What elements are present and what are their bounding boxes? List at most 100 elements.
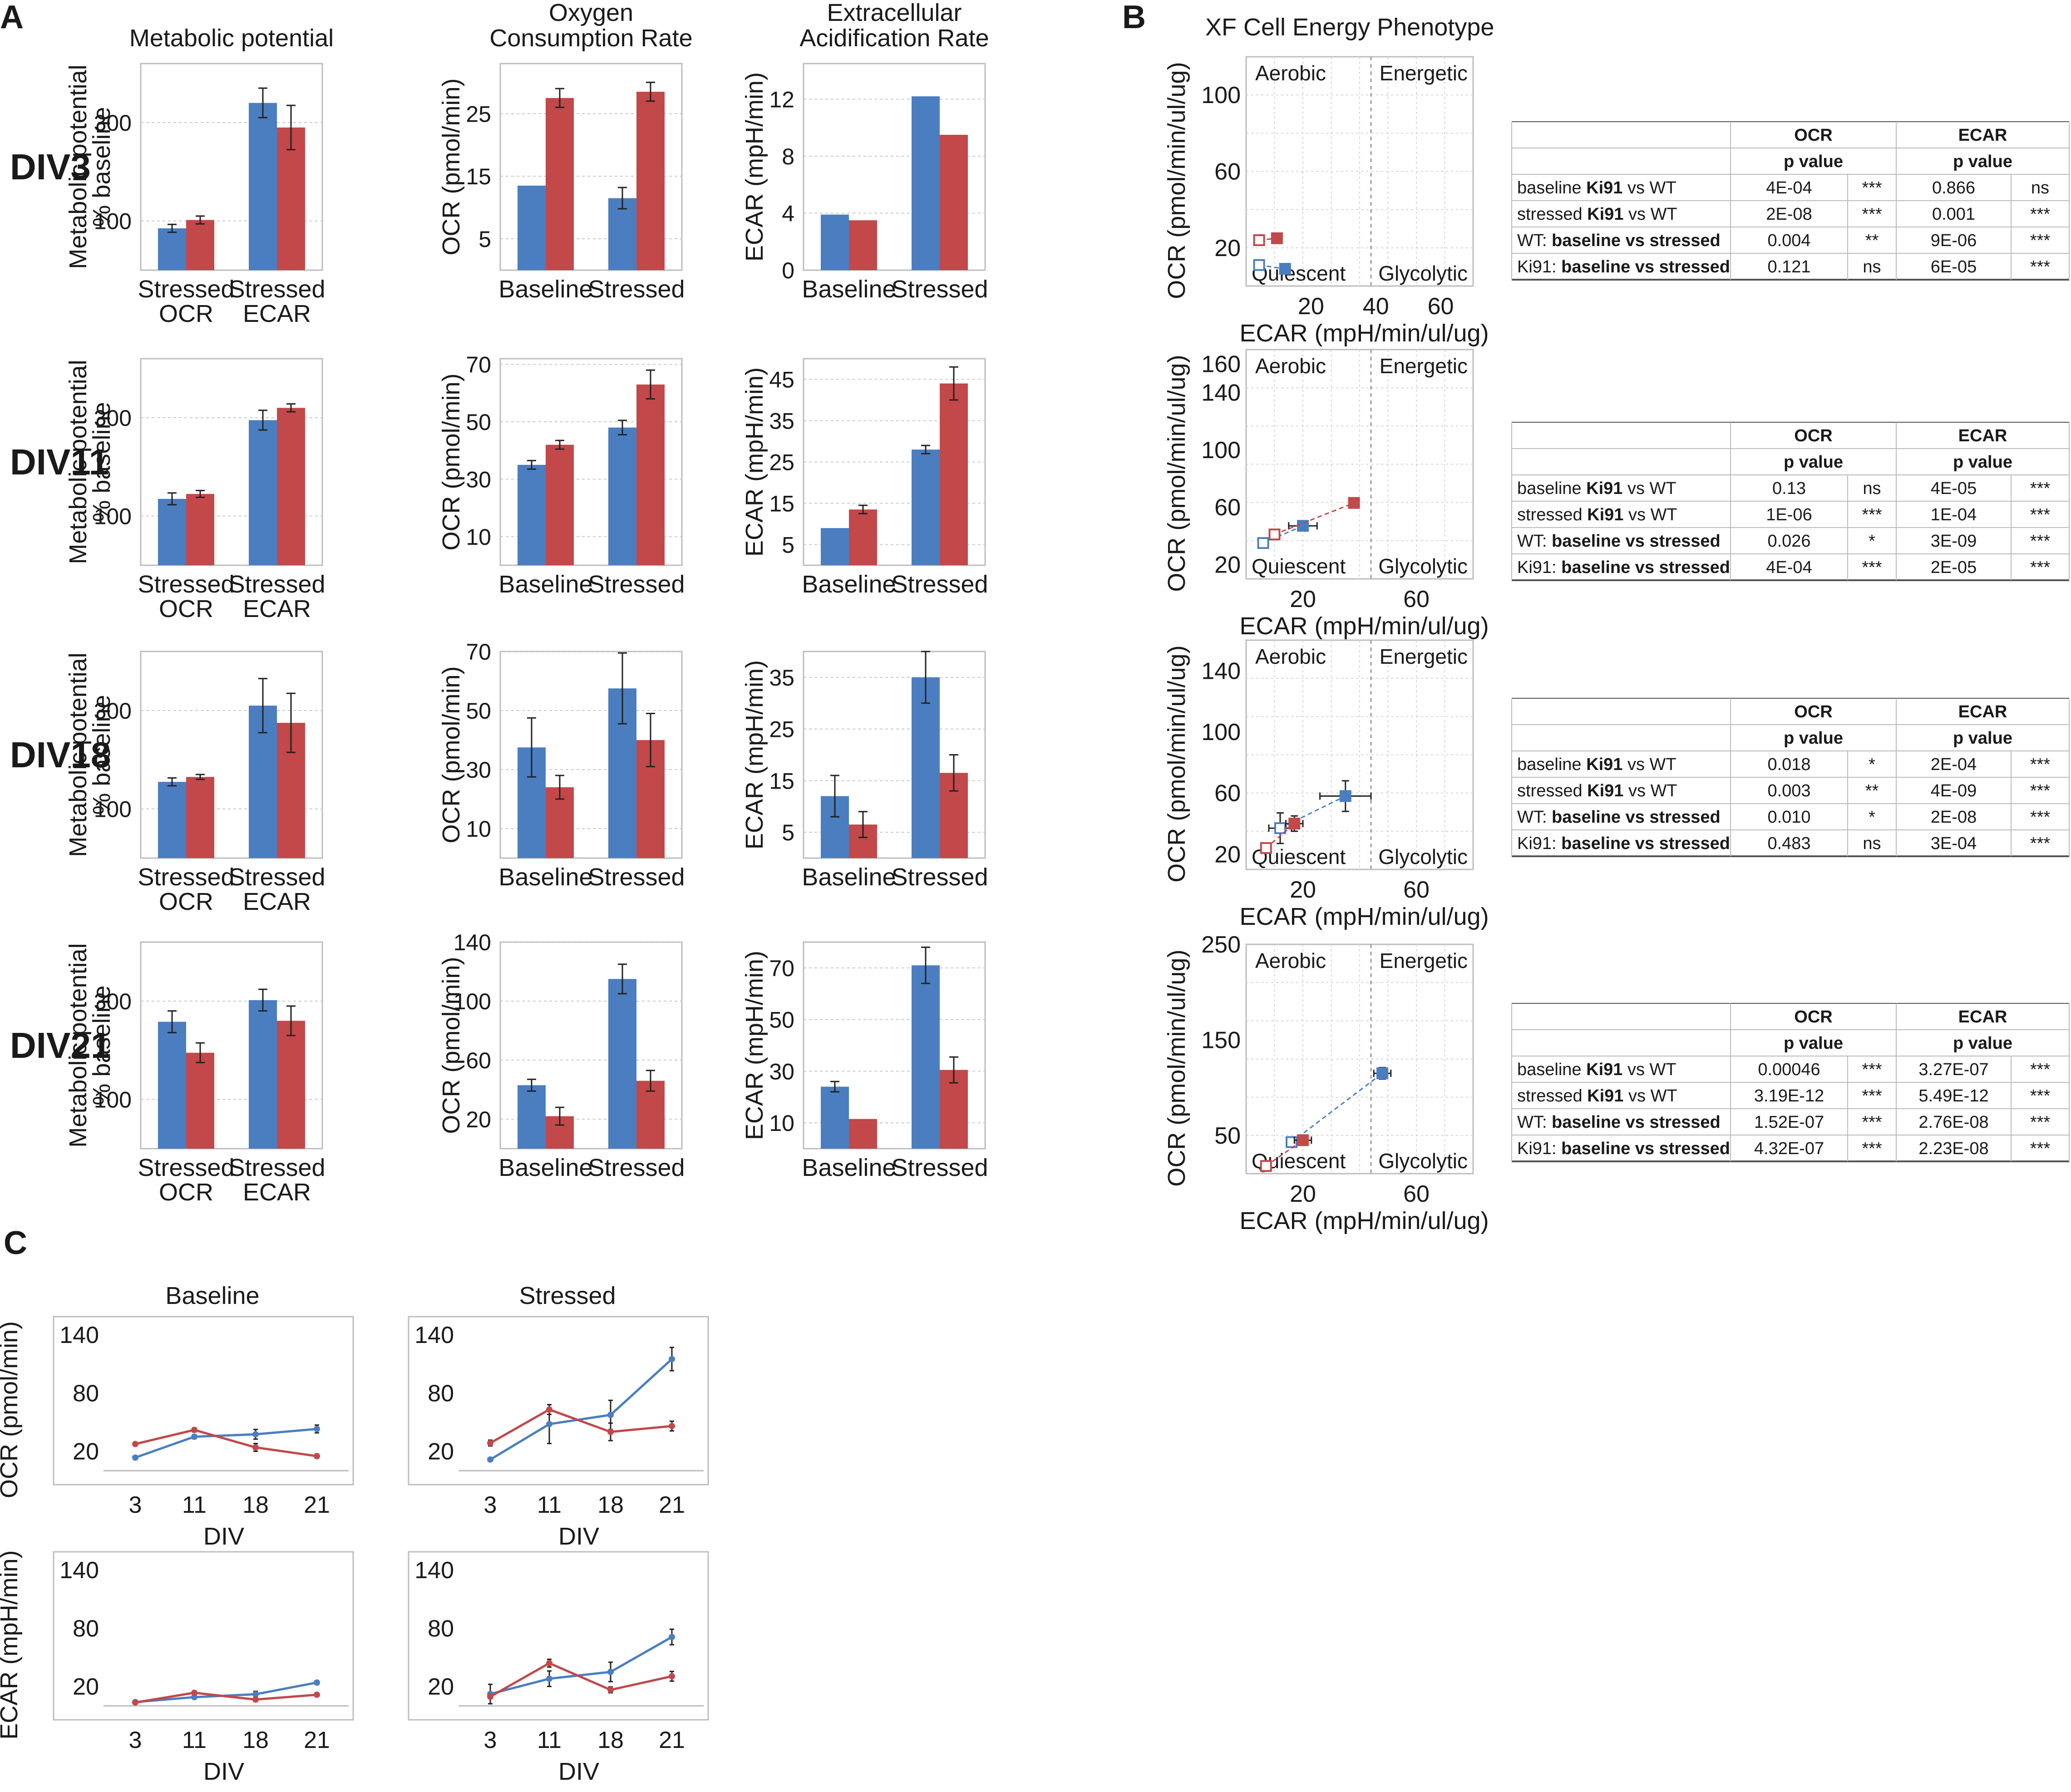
- x-category-label: Stressed: [138, 276, 234, 303]
- table-row-label: WT: baseline vs stressed: [1517, 1113, 1721, 1132]
- point-ki91-baseline: [1253, 234, 1265, 246]
- table-cell-ocr-p: 0.004: [1767, 231, 1810, 250]
- bar-wt: [608, 427, 636, 565]
- y-tick-label: 70: [769, 956, 794, 981]
- point-wt: [607, 1669, 614, 1675]
- row-label-div18: DIV18: [10, 735, 111, 775]
- bar-ki91: [849, 1119, 877, 1149]
- table-cell-ocr-sig: ***: [1862, 178, 1882, 197]
- y-tick-label: 300: [94, 405, 132, 431]
- y-axis-label: % baseline: [88, 402, 115, 522]
- point-ki91: [132, 1699, 138, 1706]
- table-cell-ocr-p: 0.13: [1772, 479, 1806, 498]
- y-tick-label: 140: [414, 1322, 454, 1348]
- bar-wt: [608, 979, 636, 1149]
- plot-frame: [408, 1316, 709, 1486]
- table-row-label-part: vs WT: [1623, 781, 1677, 800]
- error-bar: [618, 652, 627, 725]
- table-cell-ecar-p: 2E-08: [1931, 808, 1977, 827]
- table-row-label-part: vs WT: [1622, 479, 1676, 498]
- error-bar: [196, 1042, 205, 1063]
- error-bar: [858, 811, 868, 838]
- y-tick-label: 80: [73, 1380, 99, 1407]
- x-tick-label: 20: [1298, 293, 1324, 320]
- table-cell-ocr-sig: ***: [1862, 1086, 1882, 1106]
- point-ki91: [191, 1689, 197, 1696]
- table-cell-ocr-p: 0.00046: [1758, 1060, 1820, 1079]
- table-cell-ecar-p: 0.001: [1932, 205, 1975, 224]
- point-wt: [252, 1691, 259, 1698]
- table-row-label: baseline Ki91 vs WT: [1517, 479, 1677, 498]
- series-line-wt: [489, 1358, 673, 1461]
- x-tick-label: 18: [597, 1492, 624, 1518]
- table-cell-ecar-sig: ***: [2030, 231, 2051, 250]
- error-bar: [921, 651, 930, 704]
- y-tick-label: 4: [782, 201, 794, 226]
- table-row-label-part: stressed: [1517, 1086, 1587, 1106]
- point-ki91-baseline: [1260, 1160, 1272, 1172]
- bar-wt: [249, 1000, 277, 1149]
- table-cell-ocr-sig: ***: [1862, 505, 1882, 524]
- y-tick-label: 100: [1201, 437, 1241, 464]
- table-cell-ecar-p: 2.23E-08: [1918, 1139, 1988, 1158]
- bar-ki91: [636, 92, 665, 270]
- y-tick-label: 10: [466, 816, 491, 842]
- table-cell-ocr-sig: ns: [1863, 479, 1881, 498]
- x-axis-label: ECAR (mpH/min/ul/ug): [1239, 320, 1489, 347]
- panel-a-letter: A: [0, 0, 24, 35]
- y-tick-label: 50: [1214, 1123, 1241, 1149]
- x-category-label: OCR: [159, 1179, 213, 1206]
- row-label-div21: DIV21: [10, 1025, 111, 1066]
- table-header-ecar: ECAR: [1958, 702, 2007, 721]
- quadrant-label-glycolytic: Glycolytic: [1378, 554, 1468, 578]
- x-category-label: Baseline: [802, 276, 896, 303]
- table-row-label-part: WT:: [1517, 231, 1552, 250]
- table-row-label-part: Ki91:: [1517, 257, 1561, 276]
- table-cell-ocr-p: 0.018: [1767, 755, 1810, 774]
- error-bar: [527, 1078, 536, 1092]
- chart-title: Stressed: [519, 1282, 616, 1309]
- x-tick-label: 60: [1428, 293, 1454, 320]
- x-category-label: OCR: [159, 888, 213, 915]
- table-cell-ocr-p: 0.121: [1767, 257, 1810, 276]
- error-bar: [258, 678, 267, 734]
- table-row-label-part: stressed: [1517, 505, 1587, 524]
- x-tick-label: 3: [484, 1727, 497, 1753]
- chart-title: Baseline: [165, 1282, 259, 1309]
- y-tick-label: 20: [428, 1439, 454, 1465]
- chart-title: Oxygen: [549, 0, 633, 26]
- x-tick-label: 40: [1363, 293, 1389, 320]
- y-tick-label: 300: [94, 698, 132, 724]
- error-bar: [646, 81, 655, 102]
- point-ki91-stressed: [1348, 497, 1360, 509]
- pvalue-table-3: OCR ECAR p value p value baseline Ki91 vs WT…: [1511, 1003, 2070, 1162]
- y-tick-label: 60: [1214, 159, 1241, 185]
- quadrant-label-quiescent: Quiescent: [1252, 262, 1346, 285]
- error-bar: [555, 1106, 564, 1126]
- y-tick-label: 70: [466, 352, 491, 378]
- y-tick-label: 45: [769, 367, 794, 393]
- table-header-ecar: ECAR: [1958, 126, 2007, 145]
- table-subheader: p value: [1784, 1034, 1843, 1053]
- x-tick-label: 3: [484, 1492, 497, 1518]
- y-tick-label: 80: [428, 1615, 454, 1642]
- point-ki91-baseline: [1260, 842, 1272, 854]
- table-subheader: p value: [1953, 152, 2012, 171]
- table-row-label-part: vs WT: [1622, 755, 1676, 774]
- row-label-div3: DIV3: [10, 147, 91, 187]
- table-cell-ocr-p: 2E-08: [1766, 205, 1812, 224]
- error-bar: [168, 492, 177, 506]
- y-tick-label: 30: [466, 757, 491, 783]
- x-category-label: Baseline: [802, 864, 896, 891]
- y-tick-label: 8: [782, 144, 794, 169]
- error-bar: [527, 459, 536, 470]
- error-bar: [168, 777, 177, 787]
- error-bar: [618, 963, 627, 995]
- y-axis-label: OCR (pmol/min/ul/ug): [1163, 949, 1190, 1186]
- bar-ki91: [186, 1052, 214, 1149]
- table-row-label-part: WT:: [1517, 1113, 1552, 1132]
- bar-ki91: [277, 1021, 305, 1149]
